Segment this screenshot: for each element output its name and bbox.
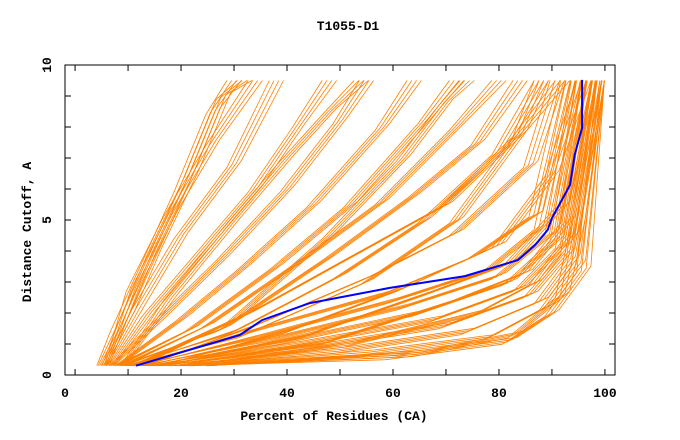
model-curve bbox=[121, 80, 360, 366]
model-curve bbox=[124, 80, 369, 366]
x-tick-label: 20 bbox=[173, 386, 189, 401]
model-curve bbox=[104, 80, 249, 366]
model-curve bbox=[119, 80, 422, 367]
y-tick-labels: 0 5 10 bbox=[40, 57, 55, 379]
model-curve bbox=[116, 80, 413, 367]
model-curve bbox=[124, 80, 528, 367]
model-curve bbox=[105, 80, 254, 366]
model-curve bbox=[105, 80, 275, 366]
model-curve bbox=[188, 80, 605, 367]
x-tick-label: 40 bbox=[279, 386, 295, 401]
y-tick-label: 5 bbox=[40, 216, 55, 224]
model-curve bbox=[183, 80, 605, 367]
model-curve bbox=[205, 80, 596, 367]
model-curve bbox=[206, 80, 601, 367]
model-curve bbox=[161, 80, 592, 367]
model-curve bbox=[103, 80, 243, 366]
model-curve bbox=[113, 80, 337, 366]
model-curve bbox=[125, 80, 535, 367]
model-curve bbox=[127, 80, 540, 367]
model-curve bbox=[209, 80, 605, 367]
x-tick-label: 60 bbox=[385, 386, 401, 401]
model-curve bbox=[114, 80, 374, 366]
model-curve bbox=[140, 80, 549, 367]
model-curve bbox=[140, 80, 581, 367]
model-curve bbox=[143, 80, 577, 367]
model-curve bbox=[107, 80, 280, 366]
model-curve bbox=[111, 80, 328, 366]
model-curve bbox=[145, 80, 565, 367]
model-curve bbox=[208, 80, 605, 367]
model-curve bbox=[109, 80, 360, 366]
model-curve bbox=[117, 80, 417, 367]
model-curve bbox=[108, 80, 284, 366]
y-tick-label: 0 bbox=[40, 371, 55, 379]
model-curve bbox=[139, 80, 576, 367]
y-tick-label: 10 bbox=[40, 57, 55, 73]
model-curve bbox=[162, 80, 583, 367]
axis-ticks bbox=[65, 64, 615, 376]
model-curve bbox=[164, 80, 588, 367]
y-axis-label: Distance Cutoff, A bbox=[20, 162, 35, 303]
model-curve bbox=[108, 80, 263, 366]
model-curve bbox=[160, 80, 598, 367]
x-tick-label: 80 bbox=[491, 386, 507, 401]
model-curve bbox=[130, 80, 549, 367]
model-curve bbox=[193, 80, 605, 367]
chart-title: T1055-D1 bbox=[317, 19, 380, 34]
model-curve bbox=[177, 80, 602, 367]
model-curve bbox=[136, 80, 567, 367]
model-curve bbox=[181, 80, 605, 367]
highlight-curve bbox=[135, 79, 584, 367]
model-curve bbox=[167, 80, 597, 367]
model-curve bbox=[124, 80, 507, 367]
x-tick-label: 0 bbox=[61, 386, 69, 401]
model-curve bbox=[153, 80, 588, 367]
model-curve bbox=[109, 80, 323, 366]
model-curve bbox=[107, 80, 258, 366]
x-tick-labels: 0 20 40 60 80 100 bbox=[61, 386, 617, 401]
model-curve bbox=[135, 80, 475, 367]
model-curve bbox=[128, 80, 566, 367]
x-tick-label: 100 bbox=[593, 386, 617, 401]
model-curve bbox=[141, 80, 572, 367]
model-curve bbox=[120, 80, 355, 366]
model-curve bbox=[112, 80, 333, 366]
model-curve bbox=[96, 80, 228, 366]
model-curve bbox=[104, 80, 270, 366]
model-curve bbox=[123, 80, 364, 366]
model-curve bbox=[125, 80, 556, 367]
model-curve bbox=[101, 80, 238, 366]
model-curves bbox=[96, 80, 605, 367]
model-curve bbox=[137, 80, 572, 367]
model-curve bbox=[132, 80, 566, 367]
x-axis-label: Percent of Residues (CA) bbox=[240, 409, 427, 424]
highlight-curve-group bbox=[135, 79, 584, 367]
model-curve bbox=[115, 80, 408, 367]
model-curve bbox=[111, 80, 365, 366]
